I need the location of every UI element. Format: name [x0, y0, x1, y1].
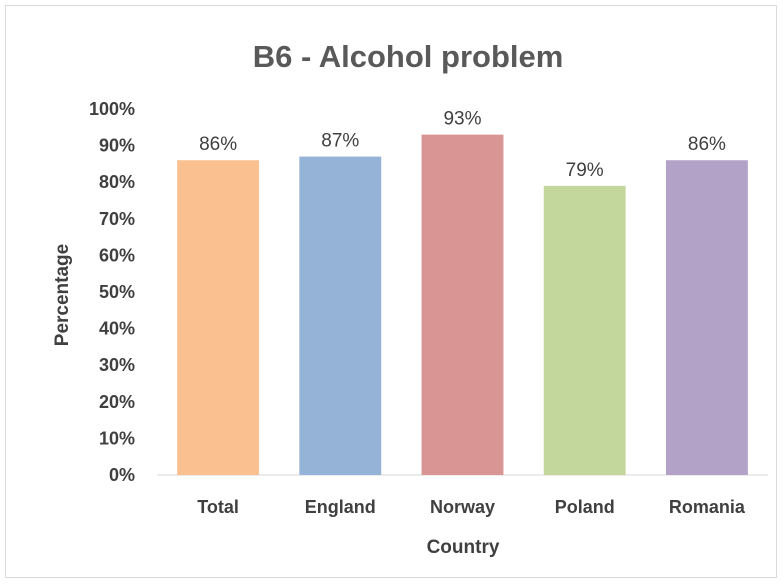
bar-england — [299, 156, 382, 475]
y-tick-label: 20% — [99, 392, 135, 412]
category-labels: Total England Norway Poland Romania — [197, 497, 746, 517]
data-label: 79% — [566, 160, 604, 181]
category-label: Romania — [669, 497, 746, 517]
category-label: Total — [197, 497, 239, 517]
y-tick-label: 60% — [99, 245, 135, 265]
y-tick-label: 90% — [99, 136, 135, 156]
y-tick-label: 50% — [99, 282, 135, 302]
data-label: 87% — [321, 131, 359, 152]
y-tick-label: 80% — [99, 172, 135, 192]
bar-romania — [665, 160, 748, 476]
category-label: England — [305, 497, 376, 517]
y-tick-label: 10% — [99, 428, 135, 448]
chart-frame — [5, 5, 777, 578]
data-label: 86% — [199, 134, 237, 155]
bar-poland — [543, 185, 626, 476]
y-tick-label: 30% — [99, 355, 135, 375]
x-axis-title: Country — [427, 537, 500, 558]
y-tick-label: 100% — [89, 99, 135, 119]
bar-total — [177, 160, 260, 476]
y-tick-label: 40% — [99, 319, 135, 339]
y-tick-label: 70% — [99, 209, 135, 229]
y-tick-label: 0% — [109, 465, 135, 485]
bar-norway — [421, 134, 504, 475]
category-label: Norway — [430, 497, 495, 517]
data-label: 86% — [688, 134, 726, 155]
y-axis-ticks: 0% 10% 20% 30% 40% 50% 60% 70% 80% 90% 100% — [89, 99, 135, 485]
bars — [177, 134, 748, 476]
data-label: 93% — [443, 109, 481, 130]
chart-title: B6 - Alcohol problem — [253, 39, 564, 74]
category-label: Poland — [555, 497, 615, 517]
y-axis-title: Percentage — [52, 244, 73, 346]
data-labels: 86% 87% 93% 79% 86% — [199, 109, 726, 181]
